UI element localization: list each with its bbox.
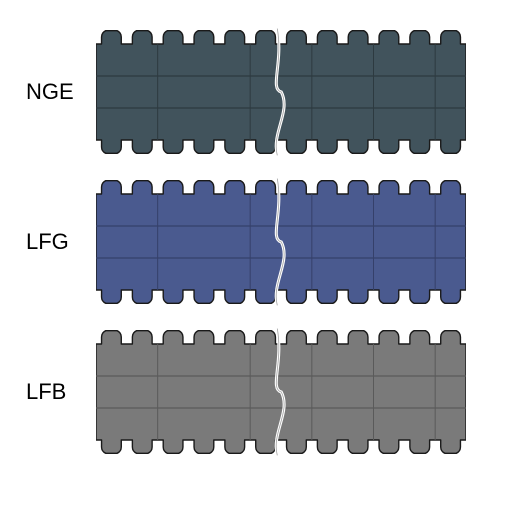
belt-row: LFB: [0, 328, 512, 456]
belt-label: LFB: [0, 379, 96, 405]
belt-row: NGE: [0, 28, 512, 156]
belt-graphic: [96, 28, 466, 156]
belt-graphic: [96, 328, 466, 456]
belt-label: NGE: [0, 79, 96, 105]
belt-graphic: [96, 178, 466, 306]
belt-row: LFG: [0, 178, 512, 306]
belt-label: LFG: [0, 229, 96, 255]
